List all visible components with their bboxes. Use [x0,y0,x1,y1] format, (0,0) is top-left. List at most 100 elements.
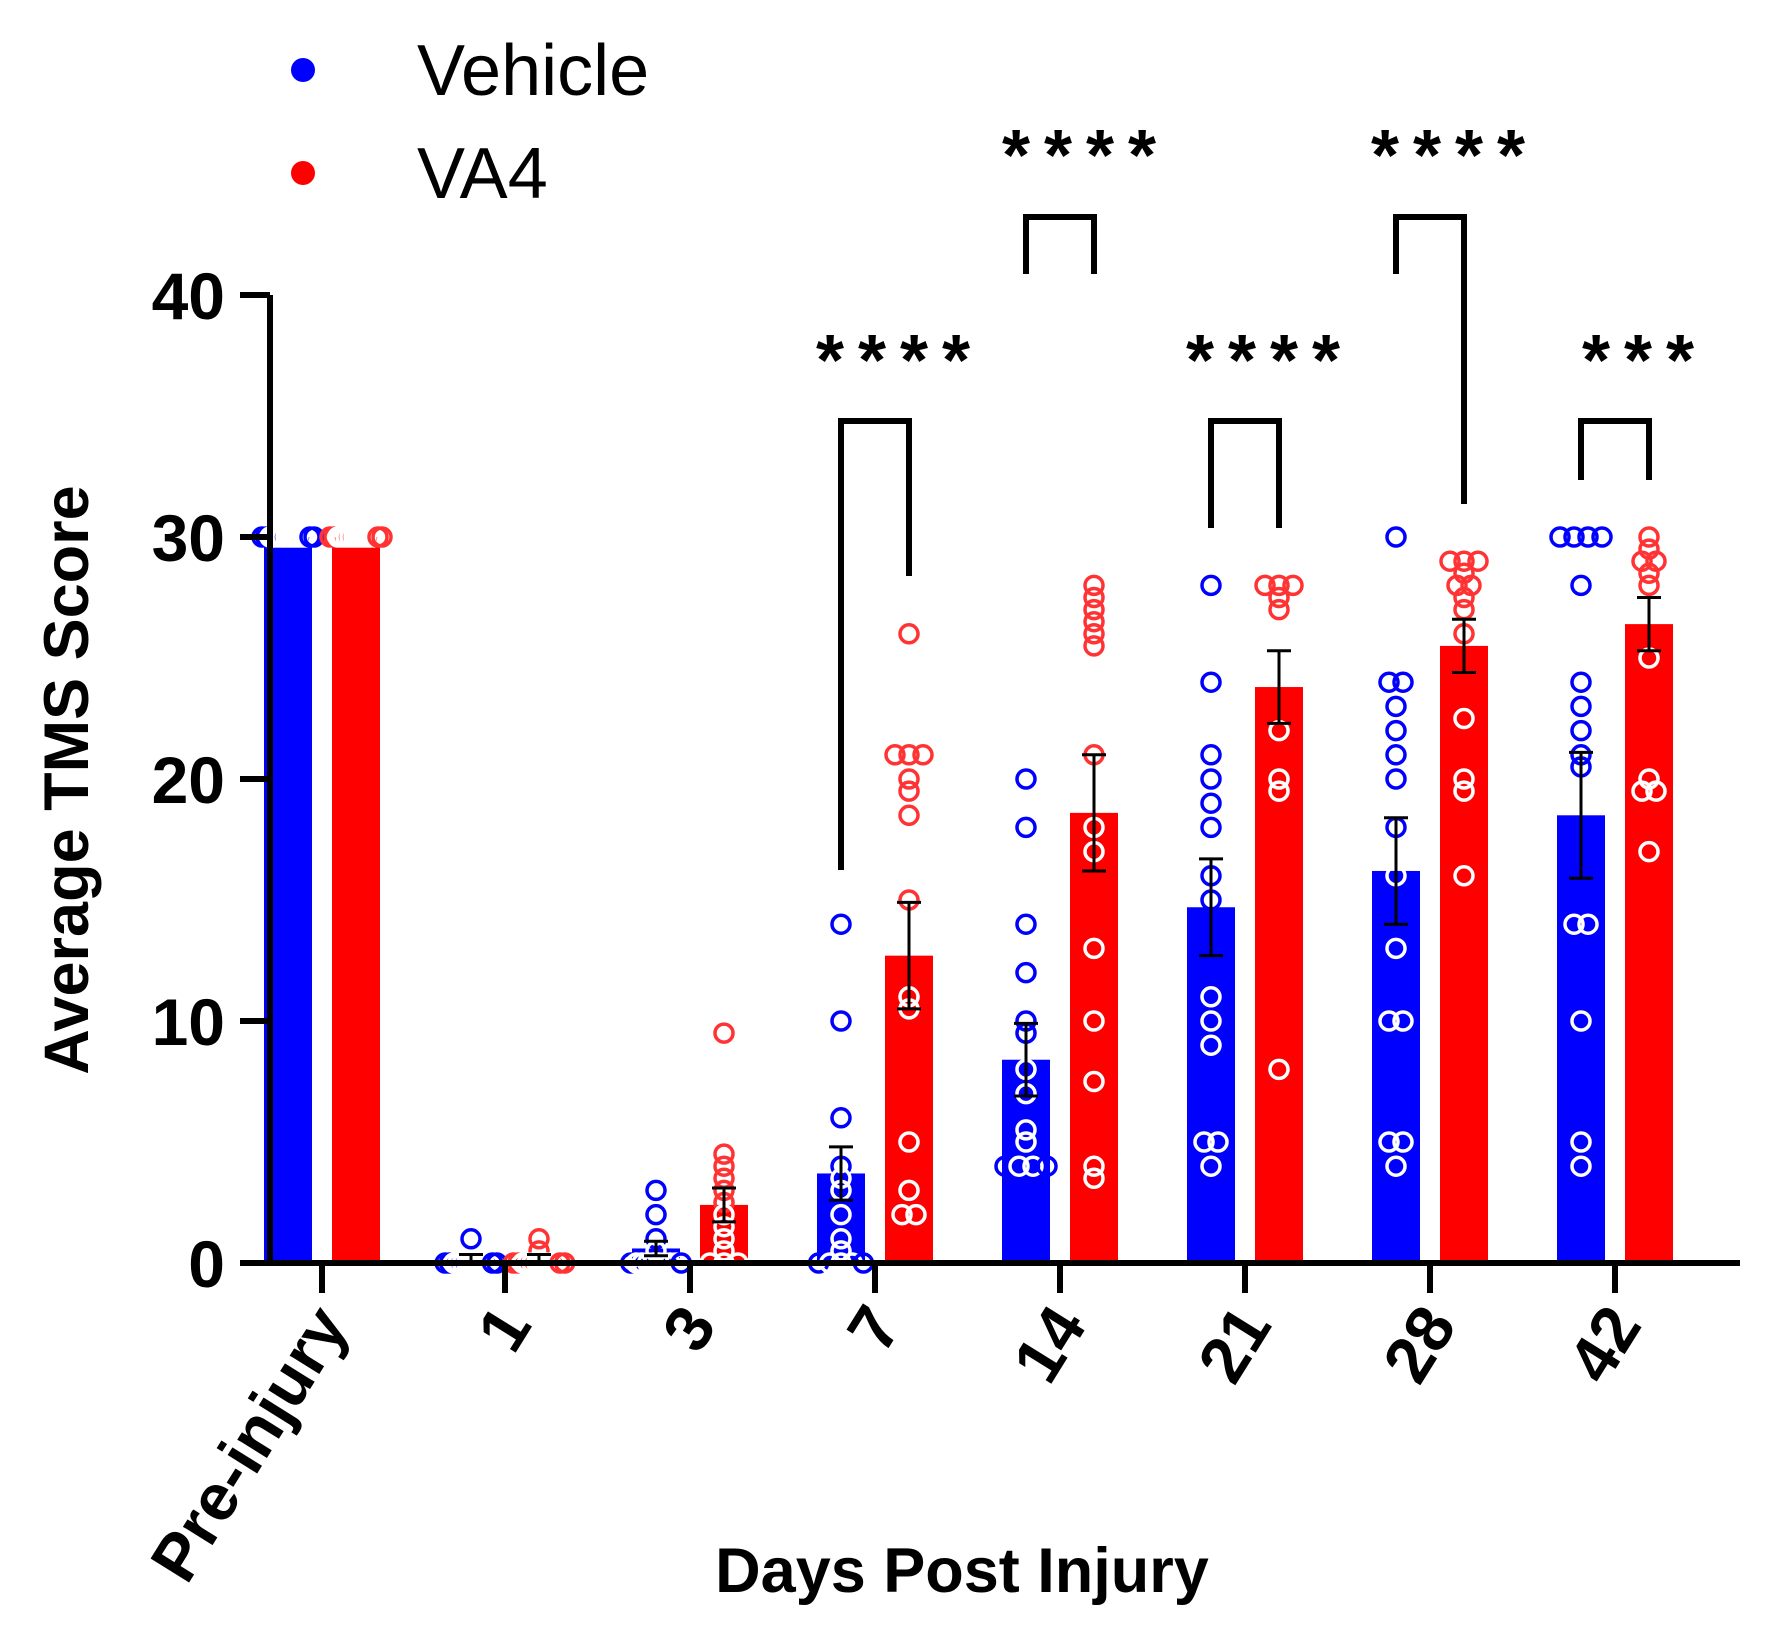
point-va4-7 [898,1179,920,1202]
point-va4-3 [713,1022,735,1044]
point-va4-3 [713,1240,735,1262]
point-vehicle-7 [830,913,852,935]
point-vehicle-28 [1385,1155,1407,1177]
x-tick-label-28: 28 [1368,1293,1470,1394]
bar-va4-14 [1070,812,1118,1263]
point-vehicle-28 [1392,1010,1414,1032]
point-va4-21 [1282,574,1304,597]
point-va4-14 [1083,574,1105,597]
legend-label-va4: VA4 [417,134,548,214]
point-vehicle-42 [1570,719,1592,742]
legend-marker-vehicle [291,58,315,82]
bar-va4-21 [1255,687,1303,1263]
point-va4-7 [891,1203,913,1226]
point-va4-21 [1268,574,1290,597]
point-va4-42 [1631,780,1653,802]
point-va4-pre-injury [371,526,393,548]
point-va4-28 [1453,780,1475,802]
x-tick-label-pre-injury: Pre-injury [136,1293,362,1594]
significance-annotations: ******************* [816,116,1708,870]
significance-label: **** [1371,116,1539,196]
point-vehicle-21 [1200,574,1222,597]
point-vehicle-28 [1385,695,1407,718]
point-va4-14 [1083,1167,1105,1190]
error-bar-va4-28 [1452,617,1476,675]
significance-bracket-day-14: **** [1002,116,1170,274]
point-vehicle-21 [1200,1034,1222,1056]
bars [264,537,1673,1263]
x-tick-label-7: 7 [833,1293,915,1363]
point-va4-7 [898,744,920,766]
point-va4-28 [1453,598,1475,621]
bar-va4-28 [1440,645,1488,1263]
error-bar-vehicle-28 [1384,816,1408,926]
point-va4-28 [1439,550,1461,572]
point-va4-28 [1453,550,1475,572]
significance-bracket-day-7: **** [816,321,984,870]
point-va4-7 [898,780,920,802]
point-va4-28 [1453,707,1475,730]
y-tick-label-40: 40 [152,259,225,333]
point-vehicle-28 [1385,526,1407,548]
point-vehicle-42 [1549,526,1571,548]
point-vehicle-21 [1200,986,1222,1008]
point-vehicle-42 [1577,526,1599,548]
point-vehicle-28 [1378,671,1400,693]
bracket-line [838,418,912,870]
point-vehicle-14 [1008,1155,1030,1177]
point-vehicle-21 [1200,744,1222,766]
point-va4-14 [1083,1155,1105,1177]
error-bar-va4-21 [1267,649,1291,725]
significance-label: **** [816,321,984,401]
point-va4-7 [898,804,920,827]
point-vehicle-42 [1570,695,1592,718]
point-vehicle-14 [1015,768,1037,790]
significance-bracket-day-21: **** [1186,321,1340,528]
error-bar-vehicle-42 [1569,750,1593,880]
point-va4-1 [528,1228,550,1250]
point-va4-42 [1638,526,1660,548]
point-vehicle-42 [1563,913,1585,935]
bar-vehicle-21 [1187,907,1235,1263]
point-vehicle-42 [1570,671,1592,693]
point-vehicle-42 [1570,574,1592,597]
point-va4-14 [1083,635,1105,657]
point-vehicle-21 [1200,1155,1222,1177]
legend: Vehicle VA4 [291,31,649,214]
point-vehicle-28 [1378,1131,1400,1153]
point-va4-21 [1268,586,1290,609]
x-tick-label-21: 21 [1183,1293,1285,1394]
point-vehicle-14 [1015,961,1037,984]
point-va4-7 [884,744,906,766]
point-vehicle-42 [1570,1010,1592,1032]
point-vehicle-21 [1193,1131,1215,1153]
x-axis-title: Days Post Injury [715,1536,1209,1606]
point-vehicle-14 [1015,1119,1037,1141]
point-vehicle-28 [1392,1131,1414,1153]
bar-vehicle-28 [1372,870,1420,1263]
point-va4-14 [1083,610,1105,633]
bracket-line [1578,418,1652,480]
significance-label: **** [1002,116,1170,196]
point-va4-14 [1083,1070,1105,1093]
point-vehicle-3 [645,1179,667,1202]
point-va4-42 [1638,840,1660,863]
significance-label: *** [1582,321,1708,401]
x-tick-label-42: 42 [1553,1293,1655,1394]
point-vehicle-42 [1563,526,1585,548]
point-vehicle-3 [645,1203,667,1226]
point-va4-28 [1453,768,1475,790]
bar-vehicle-42 [1557,815,1605,1263]
point-va4-7 [905,1203,927,1226]
bar-va4-42 [1625,624,1673,1263]
point-vehicle-7 [830,1203,852,1226]
point-va4-7 [898,623,920,645]
point-va4-28 [1467,550,1489,572]
y-axis-title: Average TMS Score [32,485,102,1074]
point-vehicle-42 [1591,526,1613,548]
point-vehicle-28 [1385,768,1407,790]
bar-va4-pre-injury [332,537,380,1263]
point-va4-21 [1268,598,1290,621]
point-vehicle-14 [1015,1131,1037,1153]
